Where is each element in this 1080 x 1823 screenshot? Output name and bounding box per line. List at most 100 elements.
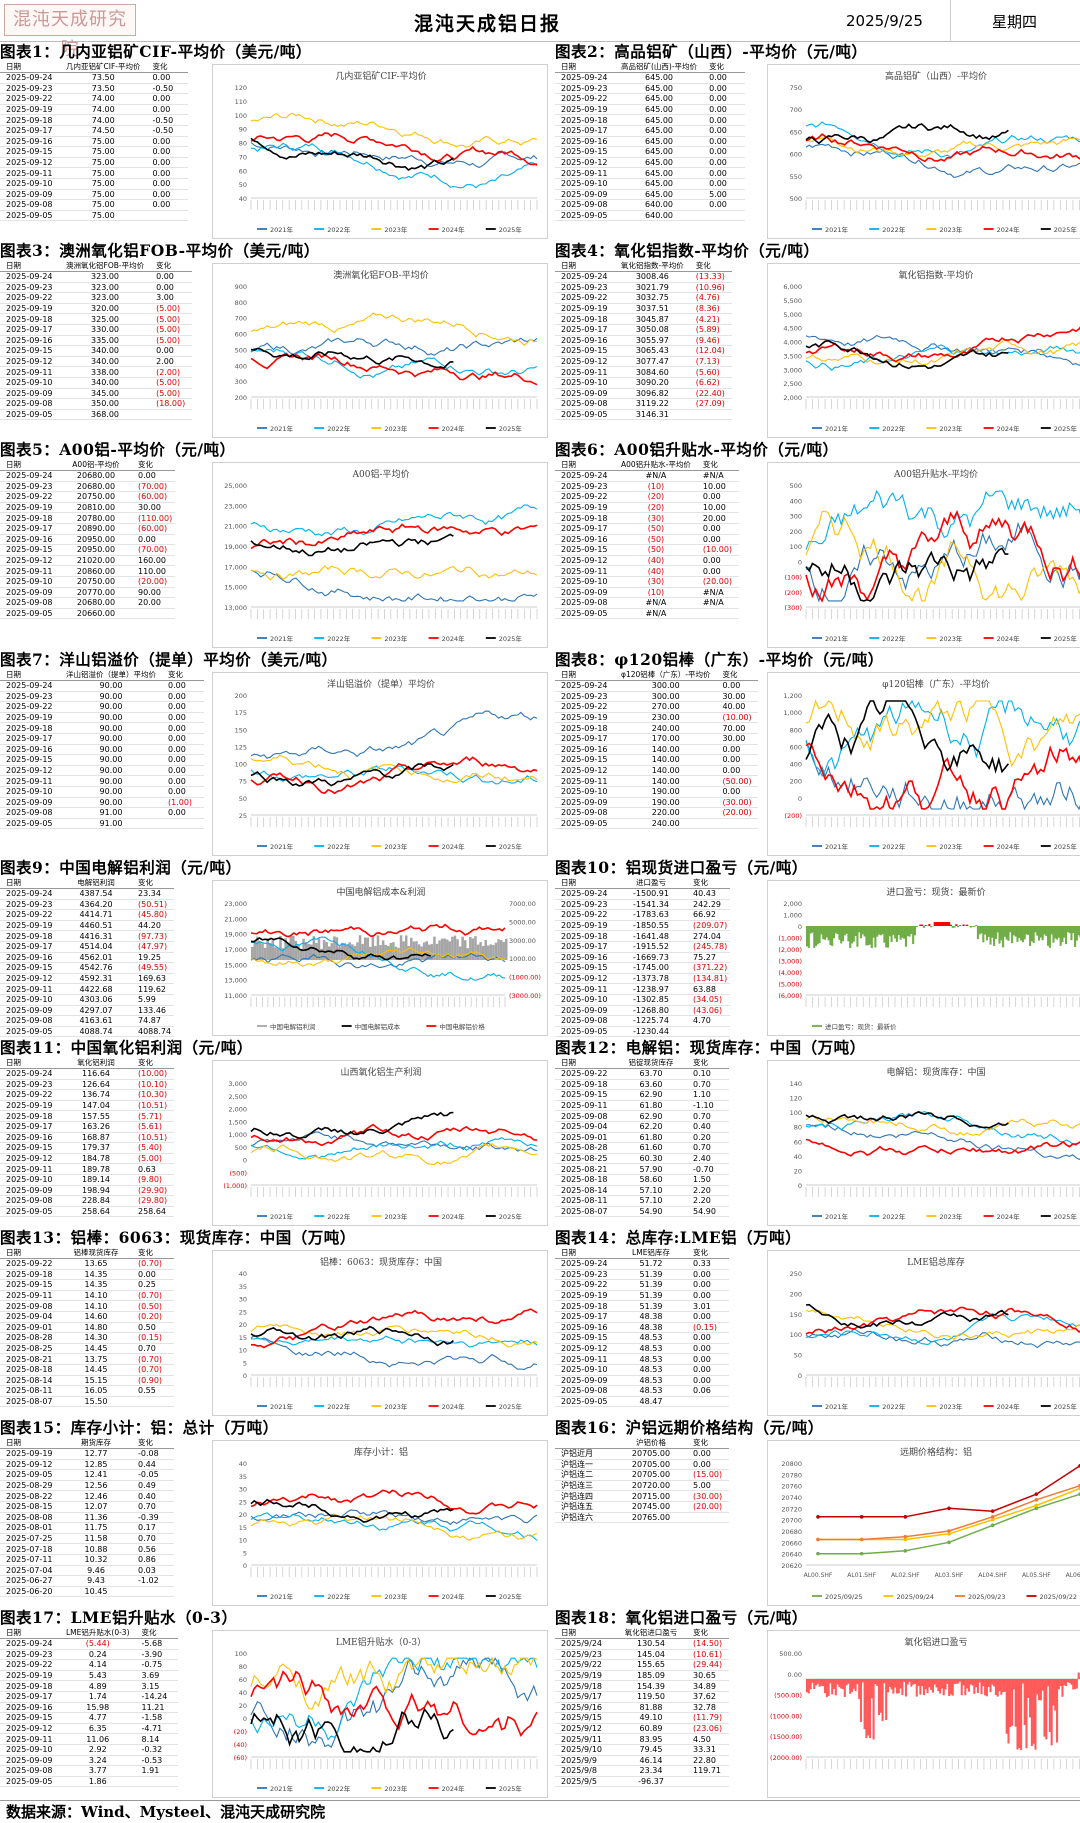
column-header: 铝锭现货库存: [619, 1058, 683, 1069]
table-row: 2025-09-08 20680.00 20.00: [0, 597, 176, 609]
row-date: 2025-09-22: [555, 1068, 619, 1080]
row-value: 13.65: [64, 1258, 128, 1270]
bar-mark: [1063, 926, 1066, 938]
row-change: 110.00: [128, 565, 176, 577]
bar-mark: [351, 944, 354, 961]
bar-mark: [394, 946, 398, 961]
row-value: 20860.00: [64, 565, 128, 577]
chart-svg: A00铝升贴水-平均价5004003002001000(100)(200)(30…: [785, 468, 1080, 643]
row-change: -1.10: [683, 1100, 729, 1112]
y-tick-label: 5,500: [783, 297, 802, 305]
bar-mark: [443, 938, 446, 961]
row-date: 2025-09-10: [0, 178, 64, 190]
row-date: 2025-08-25: [0, 1343, 64, 1355]
table-row: 2025-09-19 12.77 -0.08: [0, 1448, 174, 1460]
bar-mark: [913, 1679, 917, 1684]
row-change: 0.86: [128, 1554, 174, 1566]
bar-mark: [856, 926, 859, 947]
bar-mark: [897, 1679, 900, 1694]
bar-mark: [1018, 1679, 1021, 1748]
chart-title: 澳洲氧化铝FOB-平均价: [333, 269, 428, 281]
table-row: 2025-09-08 220.00 (20.00): [555, 807, 759, 819]
bar-mark: [960, 1679, 963, 1696]
bar-mark: [868, 926, 872, 945]
row-value: 1.86: [64, 1776, 132, 1788]
row-date: 2025-09-08: [0, 1300, 64, 1312]
legend-label: 进口盈亏：现货：最新价: [825, 1022, 897, 1031]
row-value: #N/A: [619, 597, 693, 609]
row-change: (15.00): [683, 1469, 729, 1481]
bar-mark: [831, 926, 834, 946]
bar-mark: [1047, 1679, 1050, 1687]
row-change: 0.00: [683, 1343, 729, 1355]
row-change: 0.00: [699, 157, 746, 169]
table-row: 2025-09-24 20680.00 0.00: [0, 470, 176, 482]
column-header: 变化: [128, 1058, 174, 1069]
row-value: 14.45: [64, 1364, 128, 1376]
bar-mark: [944, 1679, 947, 1690]
chart-svg: 进口盈亏：现货：最新价2,0001,0000(1,000)(2,000)(3,0…: [778, 886, 1080, 1031]
bar-mark: [271, 940, 275, 961]
column-header: 日期: [555, 261, 619, 272]
bar-mark: [876, 1679, 879, 1686]
row-value: 20750.00: [64, 491, 128, 503]
legend-label: 2021年: [270, 1592, 294, 1601]
row-value: 62.90: [619, 1089, 683, 1101]
y-tick-label: 0: [243, 1562, 247, 1570]
table-row: 2025/9/10 79.45 33.31: [555, 1744, 729, 1756]
row-date: 2025-09-15: [555, 754, 619, 766]
column-header: 日期: [0, 1628, 64, 1639]
row-change: -3.90: [131, 1649, 178, 1661]
chart-area: 远期价格结构：铝 20800 20780 20760 20740 20720 20700 20…: [767, 1440, 1080, 1606]
row-date: 2025-09-15: [555, 1089, 619, 1101]
bar-mark: [870, 1679, 873, 1699]
row-date: 2025-09-05: [0, 1776, 64, 1788]
bar-mark: [825, 1679, 828, 1698]
row-change: (0.90): [128, 1375, 174, 1387]
row-value: 75.00: [64, 199, 143, 211]
row-value: 4414.71: [64, 909, 128, 921]
column-header: 日期: [0, 62, 64, 73]
legend-label: 2023年: [384, 225, 408, 234]
row-value: 5.43: [64, 1670, 132, 1682]
y-tick-label: 50: [794, 1352, 802, 1360]
bar-mark: [845, 1679, 848, 1686]
bar-mark: [836, 926, 839, 935]
bar-mark: [939, 1679, 942, 1694]
bar-mark: [829, 926, 832, 946]
row-change: 40.43: [683, 888, 731, 900]
row-value: 20810.00: [64, 502, 128, 514]
bar-mark: [1002, 1679, 1005, 1693]
legend-label: 2025年: [1054, 1402, 1078, 1411]
column-header: A00铝-平均价: [64, 460, 128, 471]
row-date: 2025-09-05: [0, 818, 64, 830]
bar-mark: [850, 926, 854, 944]
bar-mark: [310, 944, 313, 961]
row-date: 2025-08-25: [555, 1153, 619, 1165]
y-tick-label: 20740: [781, 1494, 802, 1502]
bar-mark: [261, 943, 264, 961]
row-change: 0.00: [683, 1290, 729, 1302]
y-tick-label: 600: [235, 331, 247, 339]
bar-mark: [899, 926, 902, 940]
table-row: 2025-09-19 51.39 0.00: [555, 1290, 729, 1302]
x-tick-label: AL06.SHF: [1066, 1572, 1080, 1579]
bar-mark: [307, 943, 310, 961]
row-date: 2025-09-11: [0, 1163, 64, 1175]
y-tick-label: 2,000: [783, 900, 802, 908]
row-date: 2025-09-10: [555, 178, 619, 190]
row-value: 168.87: [64, 1132, 128, 1144]
row-change: (10.00): [128, 1068, 174, 1080]
row-change: 0.00: [142, 157, 189, 169]
data-table: 日期 LME铝升贴水(0-3) 变化 2025-09-24 (5.44) -5.68 202…: [0, 1628, 178, 1788]
bar-mark: [371, 935, 375, 961]
table-row: 2025-09-17 90.00 0.00: [0, 733, 204, 745]
table-row: 2025-08-28 61.60 0.70: [555, 1142, 729, 1154]
series-line-2024: [250, 1489, 538, 1515]
column-header: 变化: [683, 1248, 729, 1259]
legend-label: 2024年: [442, 225, 466, 234]
bar-mark: [1041, 926, 1044, 941]
table-row: 2025-09-04 14.60 (0.20): [0, 1311, 174, 1323]
bar-mark: [926, 1679, 929, 1694]
chart-title: φ120铝棒（广东）-平均价: [882, 678, 990, 690]
